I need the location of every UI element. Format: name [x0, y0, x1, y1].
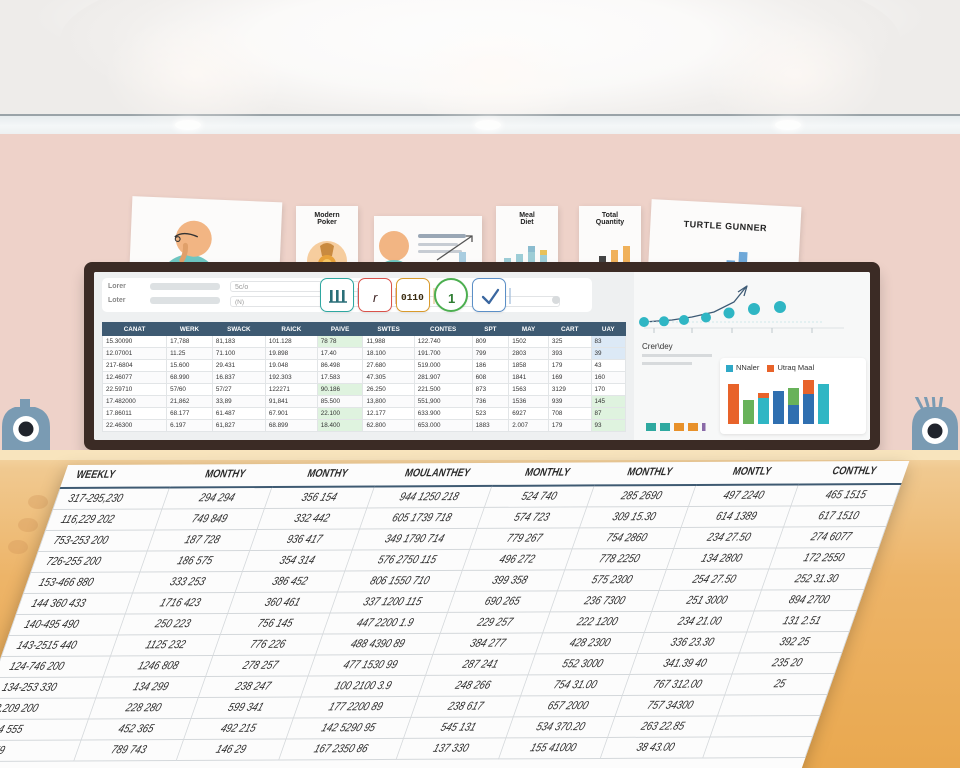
svg-text:1: 1: [448, 291, 455, 306]
svg-text:0110: 0110: [401, 292, 424, 303]
svg-text:r: r: [373, 290, 378, 305]
